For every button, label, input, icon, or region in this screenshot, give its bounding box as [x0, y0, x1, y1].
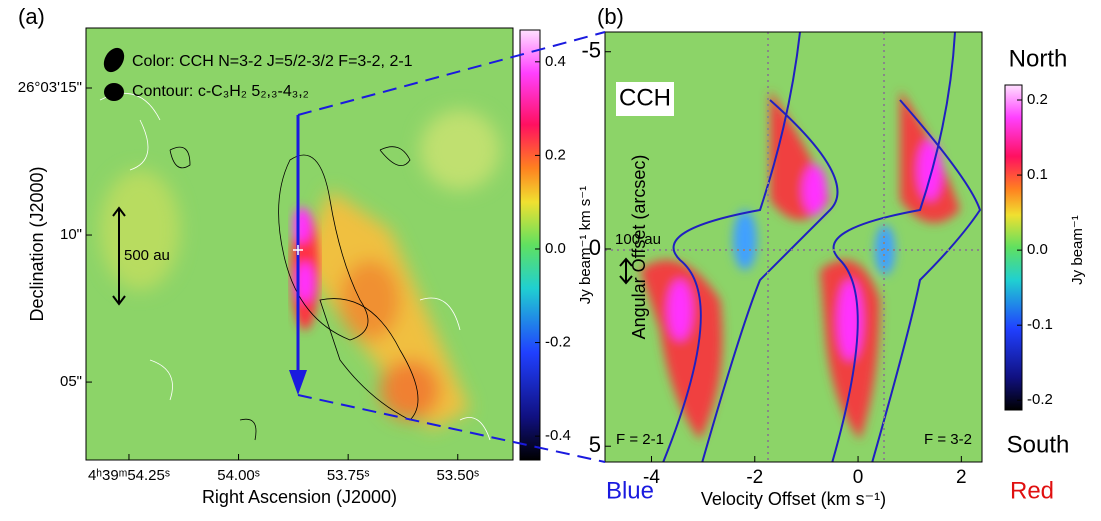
x-tick-label: 53.50ˢ [436, 467, 479, 484]
annotation: CCH [619, 84, 671, 111]
colorbar-tick-label: 0.1 [1027, 166, 1048, 183]
colorbar-tick-label: 0.2 [545, 146, 566, 163]
colorbar-tick-label: -0.2 [545, 334, 571, 351]
panel-label: (a) [18, 4, 45, 29]
frame [85, 27, 514, 461]
colorbar-tick-label: 0.0 [1027, 241, 1048, 258]
y-axis-title: Declination (J2000) [27, 166, 47, 321]
colorbar [1004, 84, 1023, 411]
colorbar-tick-label: 0.2 [1027, 91, 1048, 108]
connector [297, 31, 606, 463]
x-tick-label: 4ʰ39ᵐ54.25ˢ [88, 467, 170, 484]
x-tick-label: -4 [643, 467, 660, 488]
x-tick-label: 2 [956, 467, 967, 488]
x-tick-label: 53.75ˢ [327, 467, 370, 484]
x-tick-label: -2 [746, 467, 763, 488]
annotation: North [1009, 45, 1068, 72]
y-tick-label: 05" [60, 373, 82, 390]
map-image [86, 28, 513, 460]
colorbar-tick-label: -0.1 [1027, 316, 1053, 333]
x-tick-label: 0 [853, 467, 864, 488]
annotation: F = 3-2 [924, 431, 972, 448]
annotation: F = 2-1 [616, 431, 664, 448]
annotation: South [1007, 431, 1070, 458]
colorbar-title: Jy beam⁻¹ [1069, 215, 1086, 285]
annotation: 500 au [124, 247, 170, 264]
colorbar [519, 29, 541, 461]
legend-entry: Color: CCH N=3-2 J=5/2-3/2 F=3-2, 2-1 [132, 53, 413, 70]
y-axis-title: Angular Offset (arcsec) [629, 155, 649, 340]
colorbar-tick-label: -0.4 [545, 427, 571, 444]
annotation: Blue [606, 477, 654, 504]
panel-label: (b) [597, 4, 624, 29]
colorbar-title: Jy beam⁻¹ km s⁻¹ [577, 186, 594, 304]
x-axis-title: Velocity Offset (km s⁻¹) [701, 489, 886, 509]
y-tick-label: 5 [589, 432, 601, 457]
pv-image [605, 32, 982, 462]
colorbar-tick-label: 0.0 [545, 240, 566, 257]
y-tick-label: 10" [60, 226, 82, 243]
y-tick-label: 0 [589, 235, 601, 260]
colorbar-tick-label: 0.4 [545, 53, 566, 70]
y-tick-label: 26°03'15" [18, 79, 82, 96]
annotation: Red [1010, 477, 1054, 504]
colorbar-tick-label: -0.2 [1027, 391, 1053, 408]
x-tick-label: 54.00ˢ [217, 467, 260, 484]
x-axis-title: Right Ascension (J2000) [202, 487, 397, 507]
frame [604, 31, 983, 463]
y-tick-label: -5 [581, 38, 601, 63]
legend-entry: Contour: c-C₃H₂ 5₂,₃-4₃,₂ [132, 83, 309, 100]
annotation: 100 au [615, 231, 661, 248]
